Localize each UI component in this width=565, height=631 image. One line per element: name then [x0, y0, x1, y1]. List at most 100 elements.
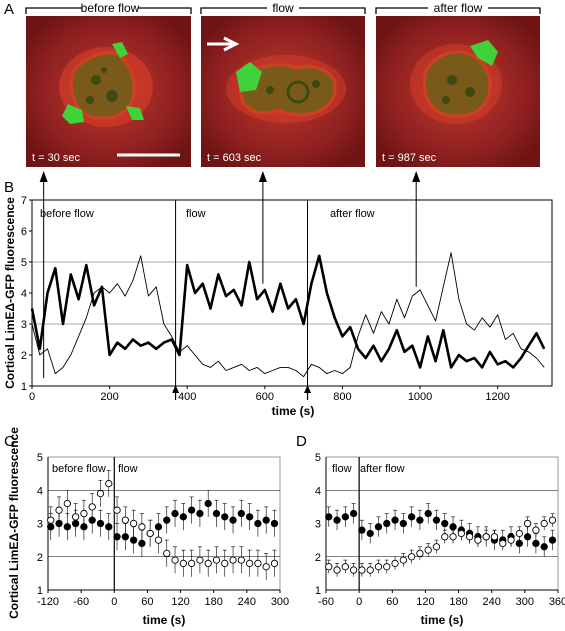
panel-letter-a: A [4, 1, 14, 18]
data-point-filled [196, 509, 204, 518]
data-point-open [457, 529, 465, 538]
y-tick-labels-d: 1 2 3 4 5 [315, 452, 321, 597]
data-point-filled [449, 523, 457, 531]
cell-body-3 [422, 50, 492, 118]
data-point-open [499, 539, 507, 548]
data-point-open [129, 519, 138, 528]
panel-c-chart: 1 2 3 4 5 -120 -60 0 60 120 180 240 300 before flow… [7, 427, 289, 627]
data-point-filled [212, 509, 221, 518]
data-point-open [432, 543, 441, 551]
y-tick-label: 2 [21, 350, 27, 362]
series-line-thick [30, 254, 546, 369]
pseudopod-1c [126, 106, 144, 120]
x-tick-labels-b: 0 200 400 600 800 1000 1200 [29, 386, 510, 403]
panel-letter-c: C [4, 433, 15, 450]
timestamp-2: t = 603 sec [207, 152, 262, 164]
data-point-filled [540, 543, 548, 551]
data-point-open [245, 559, 254, 568]
frame-header-after-flow: after flow [434, 1, 483, 15]
x-tick-label: 180 [205, 596, 223, 608]
y-tick-labels-b: 1 2 3 4 5 6 7 [21, 195, 32, 393]
onset-arrow-head [172, 385, 180, 393]
data-point-open [383, 563, 391, 571]
data-point-open [416, 549, 424, 558]
cell-body-1 [69, 51, 136, 120]
data-point-open [71, 513, 80, 521]
data-point-open [163, 549, 171, 558]
data-point-filled [432, 516, 441, 524]
data-point-open [366, 566, 374, 574]
micrograph-flow: flow t = 603 sec [200, 1, 366, 167]
timestamp-3: t = 987 sec [382, 152, 437, 164]
y-tick-label: 6 [21, 226, 27, 238]
data-point-filled [325, 513, 333, 521]
data-point-filled [245, 513, 254, 521]
x-tick-label: 800 [333, 391, 351, 403]
x-tick-label: 60 [386, 596, 398, 608]
data-point-open [105, 479, 113, 488]
data-point-filled [374, 523, 383, 531]
x-tick-label: 300 [271, 596, 289, 608]
x-tick-label: 400 [178, 391, 196, 403]
y-tick-label: 1 [21, 381, 27, 393]
x-tick-label: 360 [549, 596, 565, 608]
x-tick-label: 200 [100, 391, 118, 403]
data-point-open [507, 536, 515, 544]
data-point-filled [204, 499, 212, 508]
data-point-filled [179, 513, 187, 521]
data-point-filled [113, 533, 121, 541]
data-point-open [55, 506, 63, 514]
data-point-filled [333, 516, 341, 524]
data-point-open [482, 533, 490, 541]
y-tick-label: 4 [21, 288, 27, 300]
pseudopod-2 [236, 62, 262, 92]
panel-letter-b: B [4, 179, 14, 196]
data-point-filled [407, 513, 416, 521]
data-point-open [196, 556, 204, 564]
data-point-open [358, 566, 366, 574]
y-tick-label: 5 [21, 257, 27, 269]
data-point-filled [399, 519, 407, 528]
y-tick-label: 5 [315, 452, 321, 464]
data-point-open [88, 503, 96, 511]
data-point-filled [237, 509, 245, 518]
y-tick-label: 7 [21, 195, 27, 207]
x-tick-label: 240 [238, 596, 256, 608]
data-point-open [187, 559, 196, 568]
data-point-open [113, 506, 121, 514]
x-tick-label: 120 [416, 596, 434, 608]
phase-dividers-b [175, 200, 309, 386]
data-point-open [229, 556, 237, 564]
panel-letter-d: D [296, 433, 307, 450]
phase-label-c-flow: flow [118, 463, 138, 475]
y-axis-title-c: Cortical LimEΔ-GFP fluorescence [7, 427, 21, 619]
x-tick-label: 0 [29, 391, 35, 403]
data-point-open [63, 499, 71, 508]
data-point-open [179, 559, 187, 568]
micrograph-after-flow: after flow t = 987 sec [375, 1, 541, 167]
data-point-filled [441, 519, 449, 528]
micrograph-before-flow: before flow t = 30 sec [25, 1, 192, 167]
data-point-filled [163, 516, 171, 524]
frame-header-flow: flow [272, 1, 294, 15]
data-point-open [204, 559, 212, 568]
y-tick-label: 3 [21, 319, 27, 331]
timestamp-1: t = 30 sec [32, 152, 81, 164]
frame-arrow-head [39, 171, 48, 182]
data-point-open [441, 533, 449, 541]
data-point-open [171, 556, 179, 564]
data-point-open [490, 533, 499, 541]
data-point-filled [63, 523, 71, 531]
data-point-open [47, 516, 55, 524]
x-tick-label: 1000 [408, 391, 432, 403]
y-tick-label: 2 [315, 552, 321, 564]
series-d [325, 503, 557, 577]
data-point-open [96, 489, 105, 498]
data-point-open [523, 519, 532, 528]
frame-arrow-head [258, 171, 267, 182]
data-point-filled [229, 516, 237, 524]
y-tick-label: 3 [37, 519, 43, 531]
data-point-filled [391, 516, 399, 524]
x-tick-label: 0 [111, 596, 117, 608]
y-tick-labels-c: 1 2 3 4 5 [37, 452, 43, 597]
